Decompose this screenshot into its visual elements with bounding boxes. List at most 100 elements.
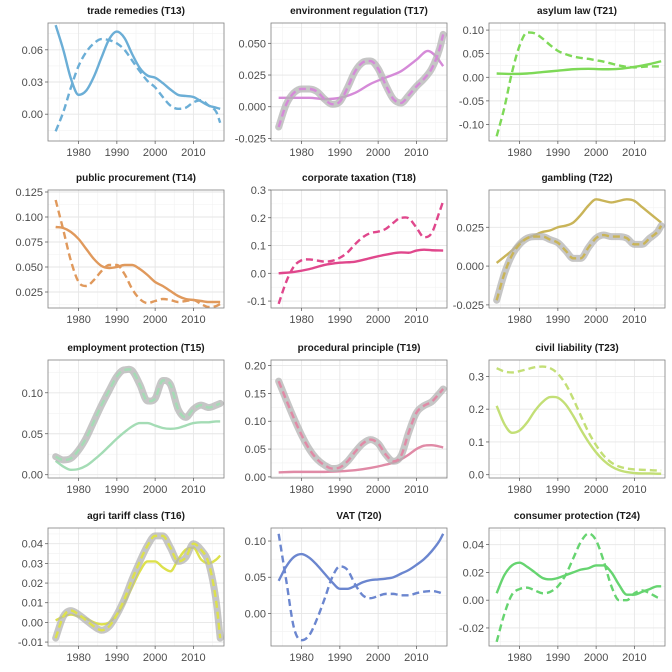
dashed-series-line (496, 365, 662, 472)
y-tick-label: 0.3 (251, 185, 266, 197)
y-tick-label: 0.1 (469, 437, 484, 449)
x-tick-label: 2010 (181, 484, 205, 496)
y-tick-label: 0.05 (22, 429, 43, 441)
series-group (275, 30, 447, 131)
x-tick-label: 1980 (289, 147, 313, 159)
panel-title: gambling (T22) (541, 173, 612, 184)
y-tick-label: 0.00 (22, 470, 43, 482)
x-tick-label: 2000 (584, 147, 608, 159)
x-tick-label: 2010 (622, 652, 646, 664)
y-tick-label: 0.000 (238, 102, 266, 114)
panel-border (488, 527, 666, 647)
x-tick-label: 1990 (105, 652, 129, 664)
series-group (52, 365, 224, 472)
x-tick-label: 1980 (507, 652, 531, 664)
y-tick-label: 0.025 (15, 287, 43, 299)
panel-consumer-protection-t24: consumer protection (T24) 1980 1990 2000 201… (459, 511, 666, 664)
panel-environment-regulation-t17: environment regulation (T17) 1980 1990 2000… (235, 6, 448, 159)
y-tick-label: 0.00 (245, 472, 266, 484)
y-tick-label: 0.2 (469, 404, 484, 416)
x-tick-label: 2010 (404, 314, 428, 326)
x-tick-label: 2000 (584, 484, 608, 496)
panel-asylum-law-t21: asylum law (T21) 1980 1990 2000 2010 -0.10 -0.… (459, 6, 666, 159)
y-tick-label: 0.0 (469, 470, 484, 482)
panel-title: civil liability (T23) (535, 343, 618, 354)
series-group (277, 533, 445, 642)
x-tick-label: 1990 (546, 314, 570, 326)
panel-trade-remedies-t13: trade remedies (T13) 1980 1990 2000 2010 0.00… (22, 6, 225, 159)
y-tick-label: 0.05 (245, 444, 266, 456)
dashed-series-line (277, 34, 445, 128)
x-tick-label: 1990 (328, 484, 352, 496)
y-tick-label: 0.050 (238, 38, 266, 50)
panel-title: public procurement (T14) (76, 173, 196, 184)
x-tick-label: 1990 (546, 484, 570, 496)
gridlines (271, 528, 447, 646)
solid-series-line (54, 420, 221, 472)
series-group (52, 532, 224, 642)
y-tick-label: 0.03 (22, 558, 43, 570)
x-tick-label: 1980 (507, 314, 531, 326)
panel-border (270, 22, 448, 142)
panel-public-procurement-t14: public procurement (T14) 1980 1990 2000 2010… (15, 173, 225, 326)
x-tick-label: 2010 (622, 147, 646, 159)
x-tick-label: 1990 (328, 652, 352, 664)
x-tick-label: 1980 (289, 652, 313, 664)
y-tick-label: 0.10 (245, 416, 266, 428)
y-tick-label: -0.10 (459, 119, 484, 131)
panel-vat-t20: VAT (T20) 1980 1990 2000 2010 0.00 0.05 0.10 (245, 511, 448, 664)
x-tick-label: 2010 (622, 314, 646, 326)
x-tick-label: 2010 (181, 314, 205, 326)
y-tick-label: -0.025 (453, 300, 484, 312)
y-tick-label: 0.075 (15, 237, 43, 249)
x-tick-label: 2000 (584, 314, 608, 326)
panel-border (47, 527, 225, 647)
y-tick-label: -0.02 (459, 623, 484, 635)
panel-title: trade remedies (T13) (87, 6, 185, 17)
x-tick-label: 2010 (181, 652, 205, 664)
y-tick-label: 0.20 (245, 361, 266, 373)
x-tick-label: 2010 (622, 484, 646, 496)
x-tick-label: 1980 (289, 314, 313, 326)
x-tick-label: 2000 (366, 484, 390, 496)
x-tick-label: 1990 (105, 147, 129, 159)
y-tick-label: 0.04 (463, 540, 484, 552)
y-tick-label: 0.00 (22, 109, 43, 121)
dashed-series-line (277, 200, 445, 305)
y-tick-label: 0.15 (245, 388, 266, 400)
y-tick-label: 0.10 (463, 25, 484, 37)
solid-series-line (278, 443, 444, 474)
series-group (54, 24, 222, 132)
y-tick-label: 0.00 (463, 72, 484, 84)
y-tick-label: 0.000 (456, 261, 484, 273)
gridlines (489, 23, 665, 141)
panel-border (488, 189, 666, 309)
dashed-series-line (55, 368, 221, 462)
x-tick-label: 1990 (546, 652, 570, 664)
x-tick-label: 2000 (584, 652, 608, 664)
dashed-series-line (54, 534, 222, 639)
panel-title: employment protection (T15) (67, 343, 204, 354)
dashed-series-line (495, 225, 663, 301)
x-tick-label: 1990 (328, 147, 352, 159)
x-tick-label: 1980 (507, 147, 531, 159)
y-tick-label: 0.04 (22, 539, 43, 551)
y-tick-label: 0.01 (22, 598, 43, 610)
x-tick-label: 1990 (105, 484, 129, 496)
gridlines (489, 360, 665, 478)
panel-gambling-t22: gambling (T22) 1980 1990 2000 2010 -0.025 0.00… (453, 173, 666, 326)
solid-series-line (278, 49, 445, 101)
x-tick-label: 2010 (404, 147, 428, 159)
dashed-series-line (495, 31, 662, 137)
x-tick-label: 2000 (366, 652, 390, 664)
dashed-series-line (277, 380, 445, 470)
panel-border (488, 22, 666, 142)
x-tick-label: 2000 (143, 147, 167, 159)
series-group (54, 199, 221, 308)
y-tick-label: 0.1 (251, 241, 266, 253)
panel-title: procedural principle (T19) (298, 343, 421, 354)
panel-title: asylum law (T21) (537, 6, 617, 17)
gridlines (489, 190, 665, 308)
series-group (493, 198, 665, 304)
